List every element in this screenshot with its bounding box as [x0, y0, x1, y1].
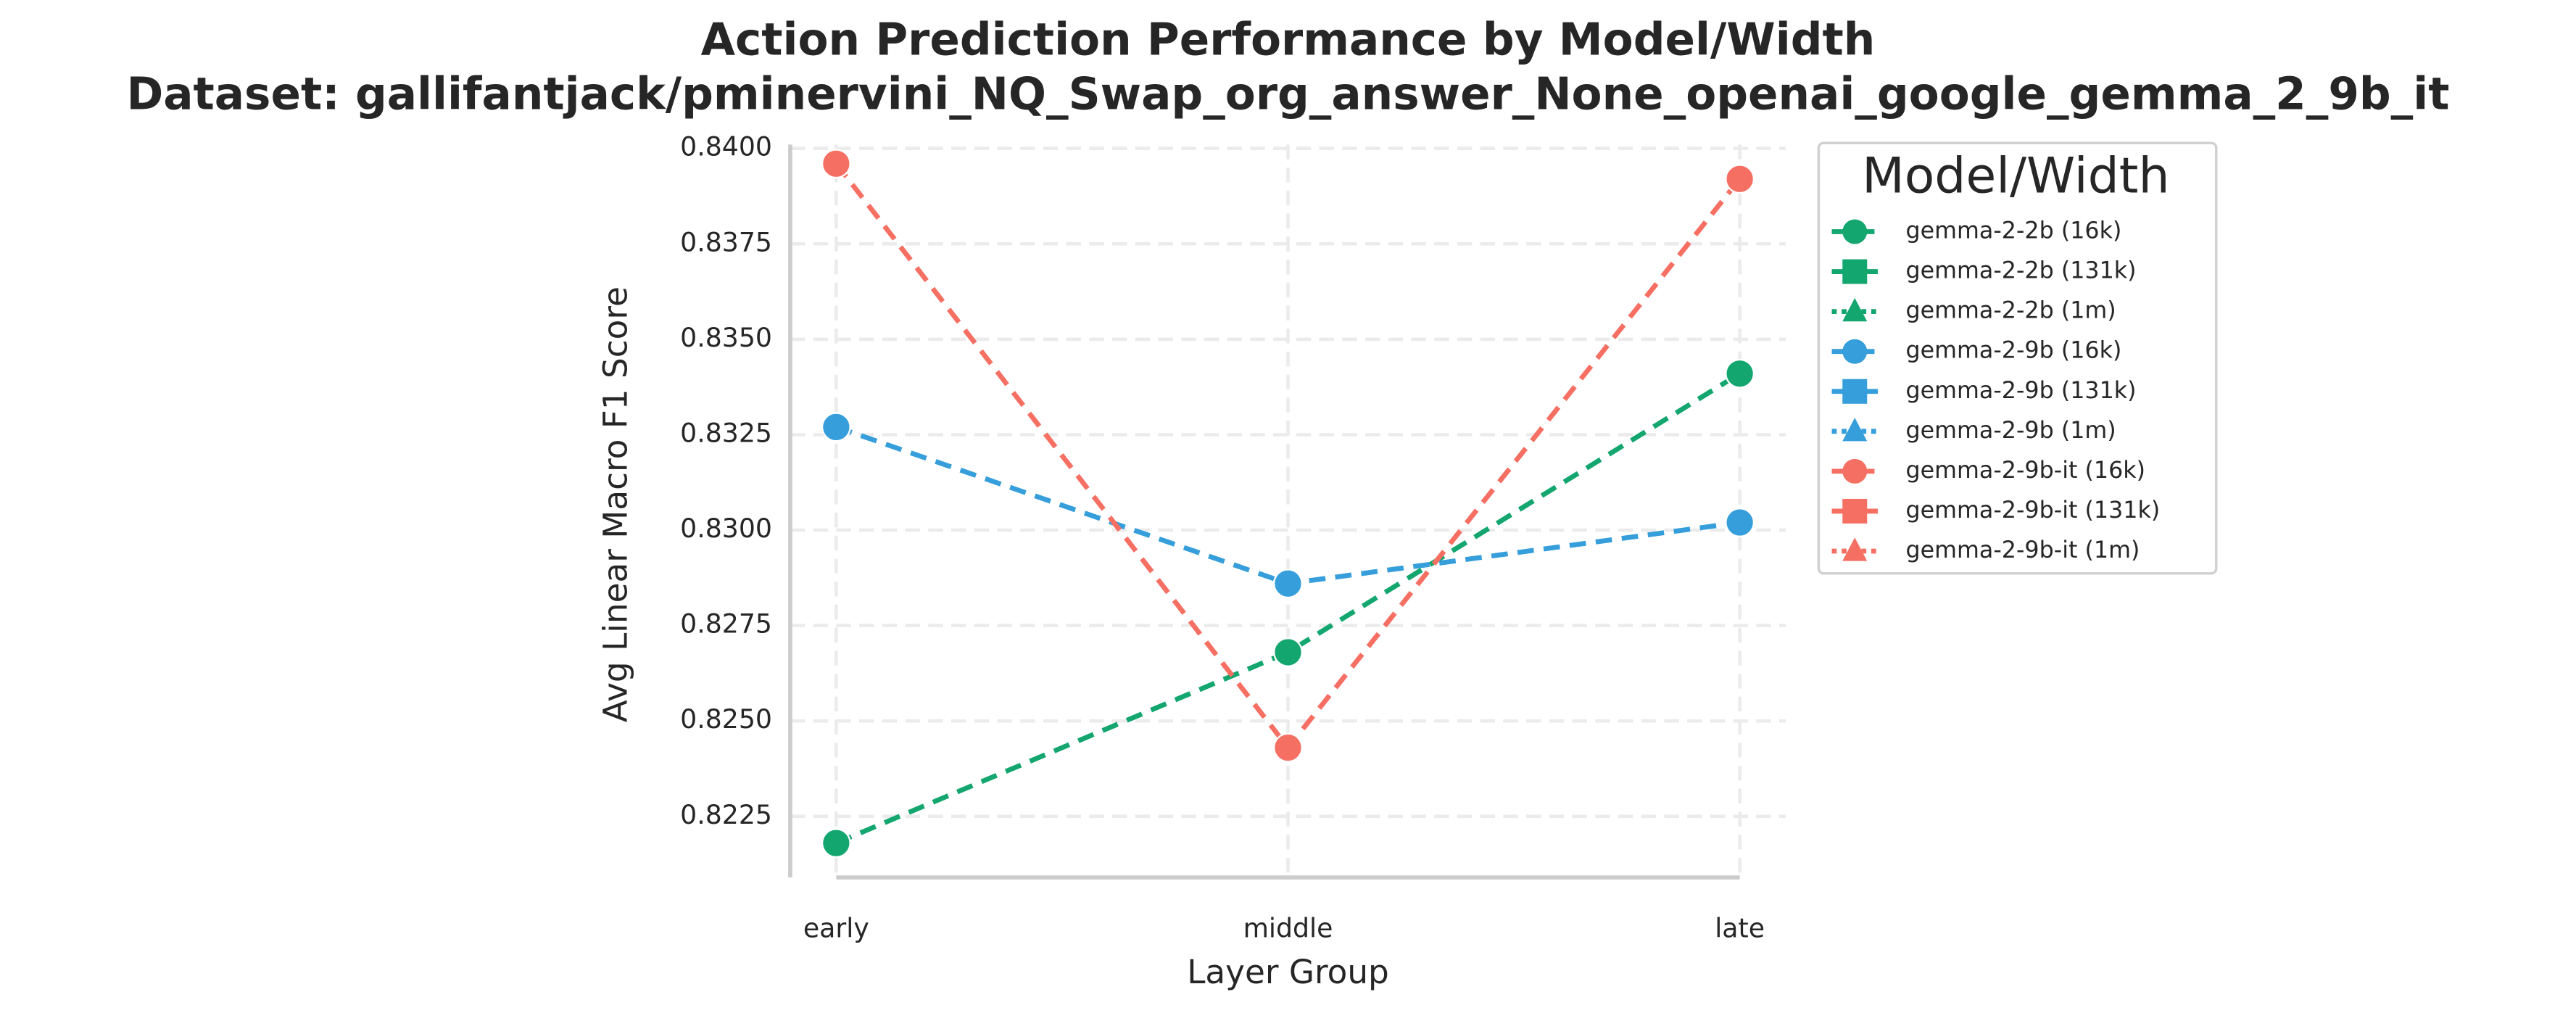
- y-tick-label: 0.8375: [680, 226, 772, 257]
- marker: [1842, 458, 1868, 484]
- legend-label: gemma-2-9b-it (16k): [1905, 458, 2145, 484]
- marker: [1842, 297, 1868, 322]
- legend-label: gemma-2-9b-it (131k): [1905, 497, 2160, 524]
- legend-label: gemma-2-9b (1m): [1905, 418, 2116, 444]
- marker: [1273, 568, 1303, 599]
- marker: [1273, 732, 1303, 763]
- marker: [1842, 339, 1868, 364]
- marker: [1842, 259, 1868, 284]
- legend: Model/Width gemma-2-2b (16k) gemma-2-2b (…: [1817, 141, 2218, 575]
- legend-label: gemma-2-9b (16k): [1905, 338, 2121, 364]
- marker: [821, 149, 851, 179]
- y-axis-label: Avg Linear Macro F1 Score: [596, 286, 634, 722]
- marker: [821, 412, 851, 442]
- series-line: [835, 371, 1742, 845]
- marker: [1842, 498, 1868, 524]
- marker: [1842, 219, 1868, 244]
- marker: [1725, 508, 1755, 537]
- marker: [821, 828, 851, 859]
- x-axis-label: Layer Group: [1187, 953, 1389, 991]
- x-tick-label: middle: [1243, 913, 1333, 944]
- y-tick-label: 0.8350: [680, 322, 772, 353]
- y-tick-label: 0.8325: [680, 417, 772, 448]
- legend-box: [1817, 141, 2218, 575]
- marker: [1842, 537, 1868, 561]
- y-tick-label: 0.8300: [680, 513, 772, 544]
- marker: [1725, 164, 1755, 194]
- legend-title: Model/Width: [1862, 148, 2169, 205]
- y-tick-label: 0.8225: [680, 799, 772, 830]
- marker: [1842, 418, 1868, 442]
- legend-label: gemma-2-2b (131k): [1905, 258, 2136, 284]
- y-tick-label: 0.8275: [680, 608, 772, 640]
- legend-label: gemma-2-9b (131k): [1905, 378, 2136, 404]
- legend-label: gemma-2-2b (16k): [1905, 218, 2121, 244]
- legend-label: gemma-2-9b-it (1m): [1905, 537, 2140, 563]
- plot-area: [821, 149, 1755, 859]
- marker: [1273, 637, 1303, 667]
- marker: [1842, 379, 1868, 404]
- legend-label: gemma-2-2b (1m): [1905, 298, 2116, 324]
- y-tick-label: 0.8250: [680, 703, 772, 735]
- grid: 0.8225 0.8250 0.8275 0.8300 0.8325 0.8350 0.83…: [680, 131, 1786, 944]
- x-tick-label: late: [1715, 913, 1765, 944]
- marker: [1725, 358, 1755, 389]
- y-tick-label: 0.8400: [680, 131, 772, 162]
- chart-title: Action Prediction Performance by Model/W…: [701, 15, 1876, 66]
- chart-subtitle: Dataset: gallifantjack/pminervini_NQ_Swa…: [126, 68, 2449, 120]
- x-tick-label: early: [803, 913, 869, 944]
